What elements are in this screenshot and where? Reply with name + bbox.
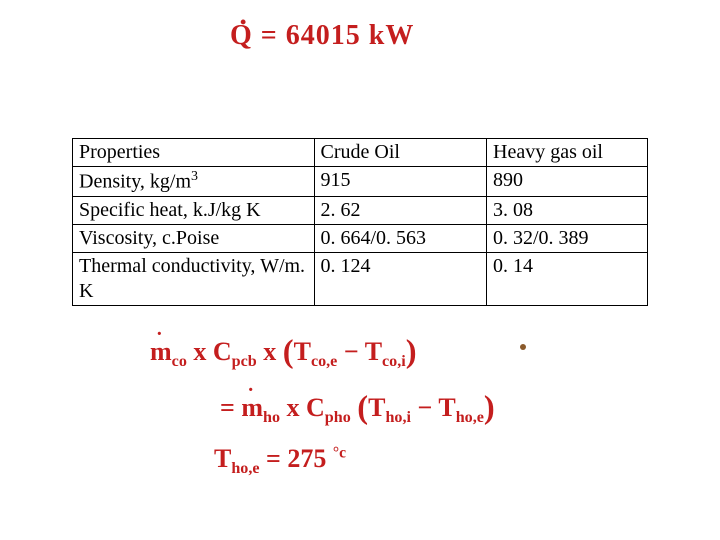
properties-table: Properties Crude Oil Heavy gas oil Densi… — [72, 138, 648, 306]
cell-viscosity-crude: 0. 664/0. 563 — [314, 224, 487, 252]
minus-1: − — [337, 337, 364, 366]
T1: T — [294, 337, 311, 366]
sub-coi: co,i — [382, 353, 406, 370]
mdot-symbol: m — [150, 337, 172, 366]
sub-ho2: ho — [334, 409, 351, 426]
mdot-symbol-2: m — [241, 393, 263, 422]
sub-coe: co,e — [311, 353, 337, 370]
cp-symbol: C — [213, 337, 232, 366]
cell-density-label: Density, kg/m3 — [73, 167, 315, 197]
minus-2: − — [411, 393, 438, 422]
times-3: x — [280, 393, 306, 422]
times-2: x — [257, 337, 283, 366]
result-value: = 275 — [260, 444, 333, 473]
cell-density-crude: 915 — [314, 167, 487, 197]
cell-viscosity-label: Viscosity, c.Poise — [73, 224, 315, 252]
stray-mark-icon — [520, 344, 526, 350]
table-row: Specific heat, k.J/kg K 2. 62 3. 08 — [73, 196, 648, 224]
cell-thermal-cond-label: Thermal conductivity, W/m. K — [73, 252, 315, 305]
times-1: x — [187, 337, 213, 366]
cell-thermal-cond-heavy: 0. 14 — [487, 252, 648, 305]
sub-hoe-2: ho,e — [231, 460, 259, 477]
cell-specific-heat-label: Specific heat, k.J/kg K — [73, 196, 315, 224]
lparen-2: ( — [357, 390, 368, 426]
equation-q-value: • Q = 64015 kW — [230, 20, 414, 52]
header-crude-oil: Crude Oil — [314, 139, 487, 167]
q-unit: kW — [369, 20, 415, 51]
equation-energy-balance-lhs: mco x Cpcb x (Tco,e − Tco,i) — [150, 332, 417, 371]
eq-sign: = — [253, 20, 286, 51]
properties-table-container: Properties Crude Oil Heavy gas oil Densi… — [72, 138, 648, 306]
sub-p: p — [232, 353, 241, 370]
table-row: Thermal conductivity, W/m. K 0. 124 0. 1… — [73, 252, 648, 305]
cell-thermal-cond-crude: 0. 124 — [314, 252, 487, 305]
equation-result-temp: Tho,e = 275 °c — [214, 444, 346, 478]
cp-symbol-2: C — [306, 393, 325, 422]
header-properties: Properties — [73, 139, 315, 167]
sub-p2: p — [325, 409, 334, 426]
sub-hoe: ho,e — [456, 409, 484, 426]
sub-co: co — [172, 353, 187, 370]
cell-viscosity-heavy: 0. 32/0. 389 — [487, 224, 648, 252]
rparen-2: ) — [484, 390, 495, 426]
eq-sign-2: = — [220, 393, 241, 422]
header-heavy-gas-oil: Heavy gas oil — [487, 139, 648, 167]
sub-ho: ho — [263, 409, 280, 426]
q-dot: • — [240, 12, 247, 33]
equation-energy-balance-rhs: = mho x Cpho (Tho,i − Tho,e) — [220, 388, 495, 427]
lparen: ( — [283, 334, 294, 370]
rparen: ) — [406, 334, 417, 370]
table-row: Density, kg/m3 915 890 — [73, 167, 648, 197]
T-result: T — [214, 444, 231, 473]
table-row: Viscosity, c.Poise 0. 664/0. 563 0. 32/0… — [73, 224, 648, 252]
cell-specific-heat-heavy: 3. 08 — [487, 196, 648, 224]
T4: T — [438, 393, 455, 422]
sub-hoi: ho,i — [385, 409, 411, 426]
degree-unit: °c — [333, 444, 346, 461]
T3: T — [368, 393, 385, 422]
sub-cb: cb — [241, 353, 257, 370]
cell-density-heavy: 890 — [487, 167, 648, 197]
table-row: Properties Crude Oil Heavy gas oil — [73, 139, 648, 167]
q-number: 64015 — [286, 20, 369, 51]
T2: T — [365, 337, 382, 366]
cell-specific-heat-crude: 2. 62 — [314, 196, 487, 224]
